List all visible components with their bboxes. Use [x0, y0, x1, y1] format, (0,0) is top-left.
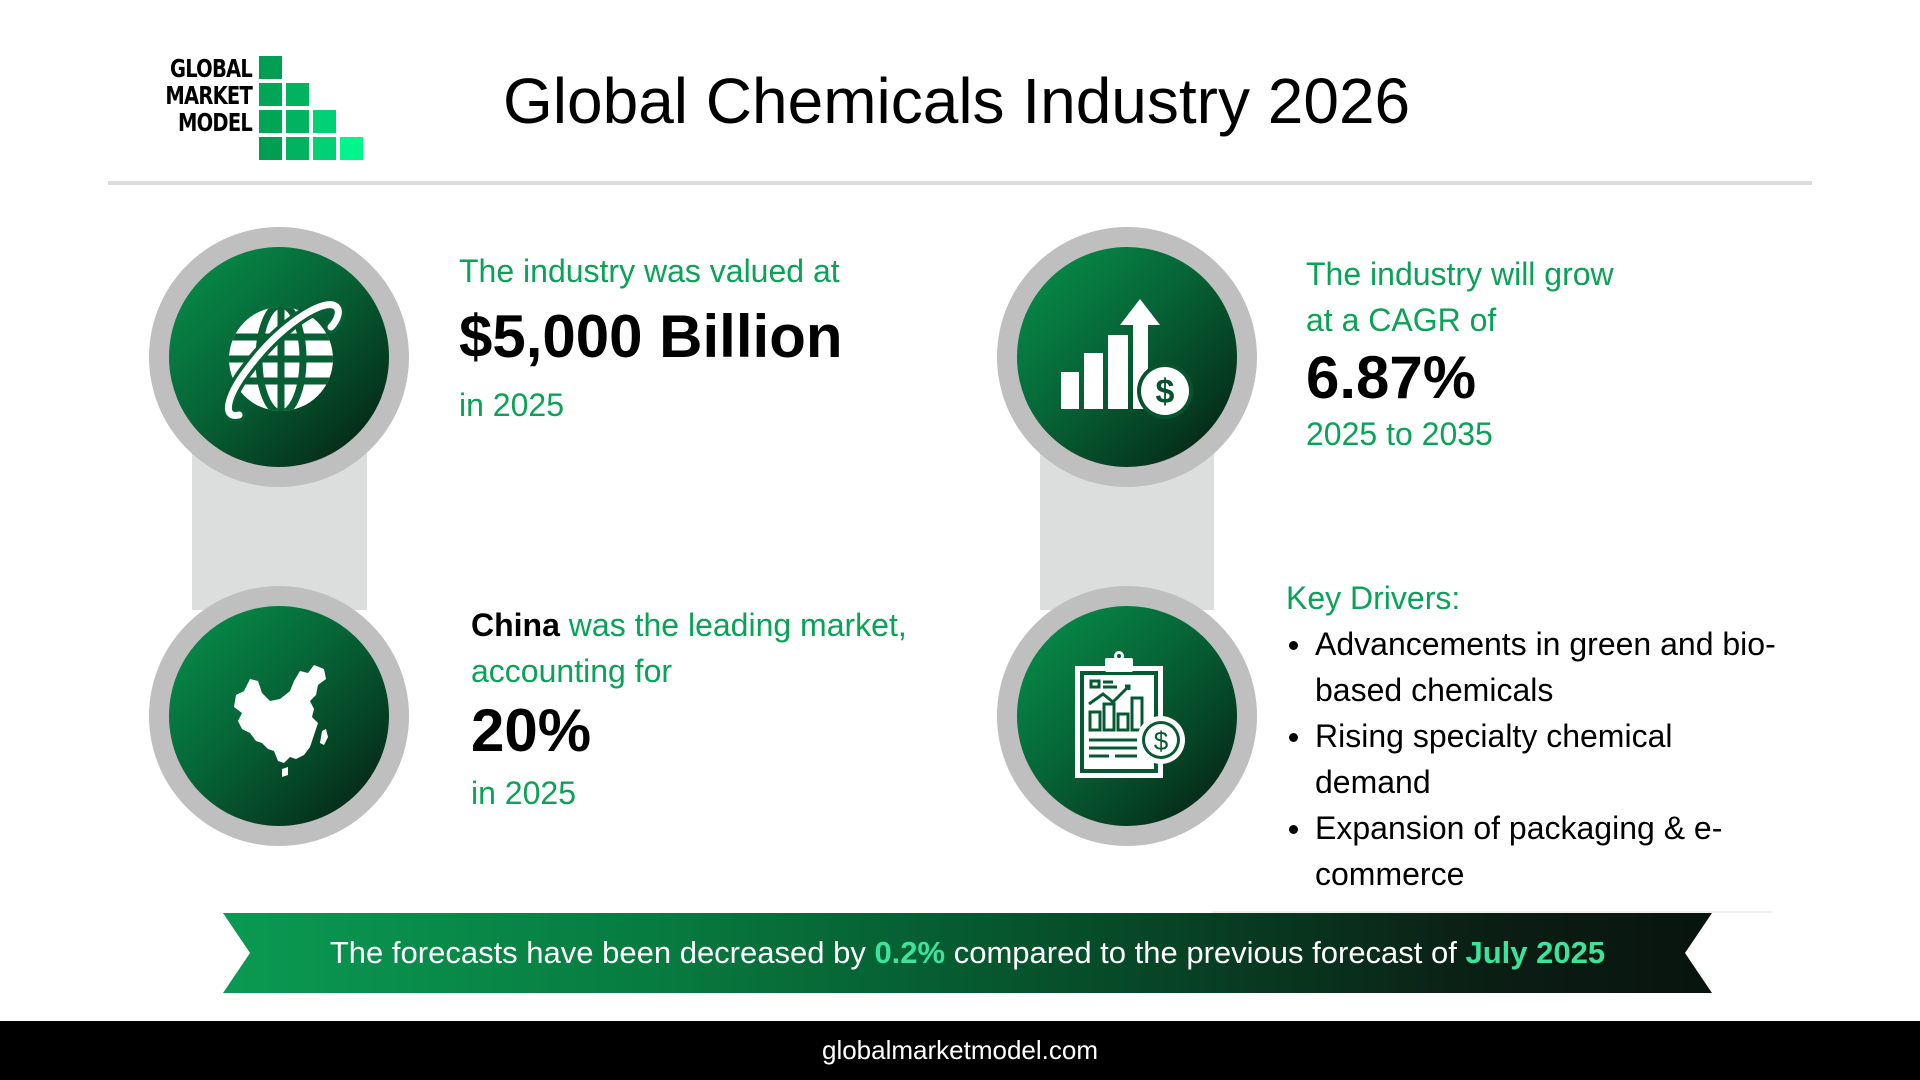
bullet-icon	[1289, 733, 1298, 742]
china-map-icon	[234, 665, 328, 777]
key-drivers-icon-badge: $	[997, 586, 1257, 846]
key-drivers-list: Advancements in green and bio-based chem…	[1286, 621, 1785, 897]
logo-line-model: MODEL	[177, 108, 253, 137]
footer-bar: globalmarketmodel.com	[0, 1021, 1920, 1080]
globe-icon	[221, 297, 346, 423]
bullet-icon	[1289, 641, 1298, 650]
clipboard-report-dollar-icon: $	[1075, 651, 1185, 778]
leading-market-label-line2: accounting for	[471, 653, 673, 689]
logo-wordmark: GLOBAL MARKET MODEL	[165, 55, 252, 136]
valuation-year: in 2025	[459, 387, 564, 423]
leading-market-icon-badge	[149, 586, 409, 846]
banner-text-before: The forecasts have been decreased by	[329, 935, 875, 970]
banner-text-middle: compared to the previous forecast of	[945, 935, 1466, 970]
cagr-label-line2: at a CAGR of	[1306, 302, 1497, 338]
footer-website-link[interactable]: globalmarketmodel.com	[821, 1035, 1098, 1065]
valuation-value: $5,000 Billion	[459, 303, 843, 370]
leading-market-label-rest: was the leading market,	[559, 607, 907, 643]
key-driver-text: Advancements in green and bio-based chem…	[1315, 626, 1776, 708]
key-driver-item: Advancements in green and bio-based chem…	[1286, 621, 1785, 713]
key-drivers-block: Key Drivers: Advancements in green and b…	[1286, 575, 1785, 897]
svg-text:$: $	[1154, 726, 1169, 756]
key-driver-item: Rising specialty chemical demand	[1286, 713, 1785, 805]
valuation-block: The industry was valued at $5,000 Billio…	[459, 248, 843, 428]
logo-bar-grid-icon	[259, 56, 367, 160]
banner-change-value: 0.2%	[874, 935, 946, 970]
leading-market-value: 20%	[471, 697, 592, 764]
growth-chart-dollar-icon: $	[1061, 299, 1193, 419]
leading-market-label-line1: China was the leading market,	[471, 602, 907, 648]
logo-line-market: MARKET	[165, 81, 252, 110]
banner-top-rule	[1212, 911, 1772, 913]
valuation-label: The industry was valued at	[459, 253, 840, 289]
banner-text: The forecasts have been decreased by 0.2…	[330, 935, 1605, 971]
cagr-value: 6.87%	[1306, 344, 1477, 411]
svg-text:$: $	[1156, 373, 1175, 411]
header-divider	[108, 181, 1812, 185]
leading-market-block: China was the leading market, accounting…	[471, 602, 907, 816]
leading-market-country: China	[471, 607, 560, 643]
cagr-period: 2025 to 2035	[1306, 416, 1493, 452]
valuation-icon-badge	[149, 227, 409, 487]
key-drivers-title: Key Drivers:	[1286, 580, 1461, 616]
page-title: Global Chemicals Industry 2026	[503, 65, 1411, 137]
cagr-label-line1: The industry will grow	[1306, 256, 1614, 292]
cagr-block: The industry will grow at a CAGR of 6.87…	[1306, 251, 1614, 457]
key-driver-text: Expansion of packaging & e-commerce	[1315, 810, 1723, 892]
forecast-revision-banner: The forecasts have been decreased by 0.2…	[223, 913, 1712, 993]
cagr-icon-badge: $	[997, 227, 1257, 487]
key-driver-text: Rising specialty chemical demand	[1315, 718, 1673, 800]
key-driver-item: Expansion of packaging & e-commerce	[1286, 805, 1785, 897]
bullet-icon	[1289, 825, 1298, 834]
banner-previous-forecast-date: July 2025	[1465, 935, 1606, 970]
leading-market-year: in 2025	[471, 775, 576, 811]
logo-line-global: GLOBAL	[169, 54, 253, 83]
